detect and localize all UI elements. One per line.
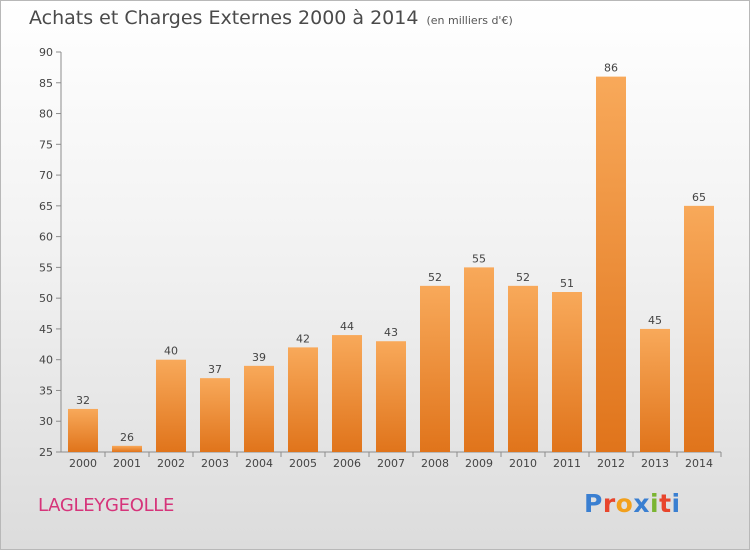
x-tick-label: 2000 bbox=[69, 457, 97, 470]
y-tick-label: 50 bbox=[39, 292, 53, 305]
x-tick-label: 2013 bbox=[641, 457, 669, 470]
logo-letter: i bbox=[671, 489, 681, 518]
logo-letter: t bbox=[659, 489, 672, 518]
data-label: 42 bbox=[296, 332, 310, 345]
title-unit: (en milliers d'€) bbox=[426, 14, 513, 27]
x-tick-label: 2008 bbox=[421, 457, 449, 470]
bar bbox=[420, 285, 450, 452]
x-tick-label: 2004 bbox=[245, 457, 273, 470]
bar bbox=[508, 285, 538, 452]
bar bbox=[464, 267, 494, 452]
bar bbox=[596, 76, 626, 452]
data-label: 52 bbox=[428, 271, 442, 284]
y-tick-label: 35 bbox=[39, 384, 53, 397]
commune-name: LAGLEYGEOLLE bbox=[38, 495, 175, 516]
y-tick-label: 85 bbox=[39, 77, 53, 90]
chart-title: Achats et Charges Externes 2000 à 2014 (e… bbox=[29, 7, 513, 29]
y-tick-label: 60 bbox=[39, 231, 53, 244]
bar bbox=[552, 292, 582, 452]
title-text: Achats et Charges Externes 2000 à 2014 bbox=[29, 7, 419, 29]
x-tick-label: 2009 bbox=[465, 457, 493, 470]
y-tick-label: 70 bbox=[39, 169, 53, 182]
x-tick-label: 2012 bbox=[597, 457, 625, 470]
x-tick-label: 2006 bbox=[333, 457, 361, 470]
bar bbox=[244, 365, 274, 452]
data-label: 32 bbox=[76, 394, 90, 407]
y-tick-label: 55 bbox=[39, 261, 53, 274]
y-tick-label: 40 bbox=[39, 354, 53, 367]
x-tick-label: 2011 bbox=[553, 457, 581, 470]
data-label: 40 bbox=[164, 345, 178, 358]
x-tick-label: 2001 bbox=[113, 457, 141, 470]
y-tick-label: 90 bbox=[39, 46, 53, 59]
data-label: 43 bbox=[384, 326, 398, 339]
y-tick-label: 65 bbox=[39, 200, 53, 213]
data-label: 55 bbox=[472, 252, 486, 265]
data-label: 51 bbox=[560, 277, 574, 290]
bar bbox=[332, 335, 362, 452]
data-label: 52 bbox=[516, 271, 530, 284]
bar bbox=[200, 378, 230, 452]
data-label: 39 bbox=[252, 351, 266, 364]
logo-letter: o bbox=[615, 489, 634, 518]
y-tick-label: 45 bbox=[39, 323, 53, 336]
x-tick-label: 2014 bbox=[685, 457, 713, 470]
logo-letter: i bbox=[650, 489, 660, 518]
logo-letter: P bbox=[584, 489, 603, 518]
logo-letter: x bbox=[633, 489, 650, 518]
data-label: 45 bbox=[648, 314, 662, 327]
bar bbox=[640, 328, 670, 452]
y-tick-label: 25 bbox=[39, 446, 53, 459]
y-tick-label: 30 bbox=[39, 415, 53, 428]
bar bbox=[68, 408, 98, 452]
y-tick-label: 80 bbox=[39, 108, 53, 121]
x-tick-label: 2007 bbox=[377, 457, 405, 470]
data-label: 26 bbox=[120, 431, 134, 444]
logo-letter: r bbox=[602, 489, 616, 518]
data-label: 44 bbox=[340, 320, 354, 333]
bar bbox=[376, 341, 406, 452]
proxiti-logo[interactable]: Proxiti bbox=[584, 489, 681, 518]
x-tick-label: 2010 bbox=[509, 457, 537, 470]
bar bbox=[288, 347, 318, 452]
bar bbox=[684, 205, 714, 452]
data-label: 86 bbox=[604, 62, 618, 75]
x-tick-label: 2003 bbox=[201, 457, 229, 470]
x-tick-label: 2002 bbox=[157, 457, 185, 470]
y-tick-label: 75 bbox=[39, 138, 53, 151]
bar bbox=[156, 359, 186, 452]
data-label: 37 bbox=[208, 363, 222, 376]
bar bbox=[112, 445, 142, 452]
data-label: 65 bbox=[692, 191, 706, 204]
x-tick-label: 2005 bbox=[289, 457, 317, 470]
